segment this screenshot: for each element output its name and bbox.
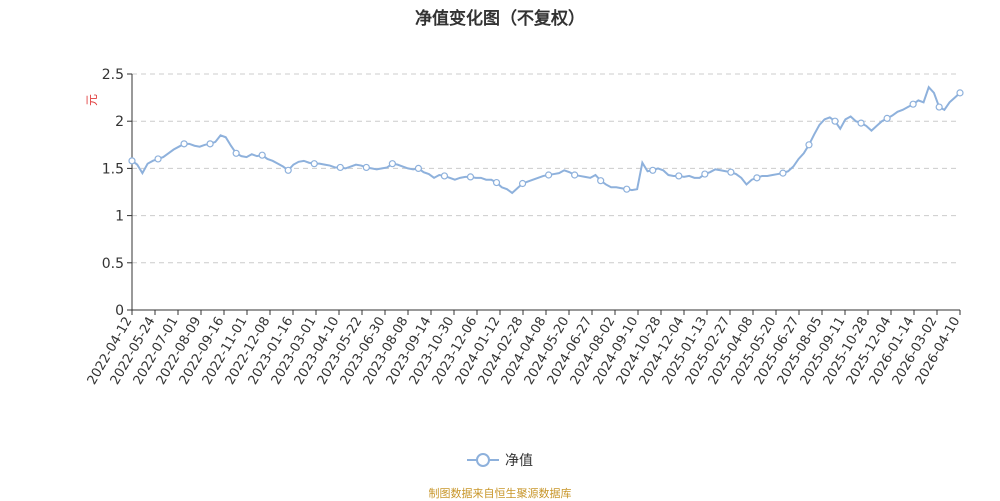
data-point[interactable]	[284, 166, 292, 174]
data-point[interactable]	[466, 173, 475, 181]
data-point[interactable]	[206, 140, 214, 148]
data-point[interactable]	[701, 170, 709, 178]
data-point[interactable]	[831, 117, 839, 125]
source-note: 制图数据来自恒生聚源数据库	[428, 487, 572, 500]
data-point[interactable]	[883, 114, 891, 122]
data-point[interactable]	[545, 171, 553, 179]
data-point[interactable]	[388, 160, 396, 168]
data-point[interactable]	[857, 119, 865, 127]
y-tick-label: 2.5	[102, 67, 124, 83]
data-point[interactable]	[935, 103, 943, 111]
data-point[interactable]	[232, 149, 240, 157]
y-tick-label: 2	[115, 114, 124, 130]
data-point[interactable]	[805, 141, 813, 149]
data-point[interactable]	[675, 172, 683, 180]
chart-title: 净值变化图（不复权）	[415, 9, 585, 29]
data-point[interactable]	[310, 160, 318, 168]
y-tick-label: 1	[115, 209, 124, 225]
data-point[interactable]	[440, 172, 449, 180]
data-point[interactable]	[154, 155, 162, 163]
data-point[interactable]	[362, 163, 370, 172]
legend[interactable]: 净值	[0, 450, 1000, 470]
data-point[interactable]	[623, 185, 631, 193]
data-point[interactable]	[518, 179, 527, 188]
data-point[interactable]	[727, 168, 735, 176]
data-point[interactable]	[909, 100, 917, 108]
data-point[interactable]	[597, 177, 605, 185]
data-point[interactable]	[649, 166, 657, 174]
data-point[interactable]	[753, 174, 761, 182]
data-point[interactable]	[571, 171, 579, 179]
data-point[interactable]	[492, 178, 501, 187]
legend-marker-icon	[467, 453, 499, 467]
y-tick-label: 0.5	[102, 256, 124, 272]
data-point[interactable]	[779, 169, 787, 177]
data-point[interactable]	[180, 140, 188, 148]
data-point[interactable]	[414, 164, 423, 172]
data-point[interactable]	[336, 163, 344, 172]
y-tick-label: 1.5	[102, 161, 124, 177]
data-point[interactable]	[128, 157, 136, 165]
data-point[interactable]	[956, 89, 964, 97]
legend-label: 净值	[505, 453, 533, 469]
data-point[interactable]	[258, 151, 266, 159]
y-tick-label: 0	[115, 303, 124, 319]
y-axis-label: 元	[85, 94, 99, 106]
